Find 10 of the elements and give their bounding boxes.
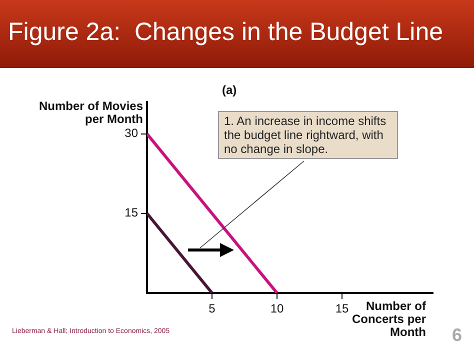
annotation: 1. An increase in income shifts the budget line rightward, with no change in slope. (218, 111, 398, 159)
y-axis-title: Number of Movies per Month (38, 99, 143, 126)
y-tick-label: 30 (124, 126, 138, 140)
chart-title: Figure 2a: Changes in the Budget Line (8, 18, 444, 47)
text: 6 (452, 325, 462, 346)
chart-subtitle: (a) (222, 83, 237, 97)
x-tick-label: 5 (208, 302, 216, 316)
x-axis-title: Number of Concerts per Month (352, 299, 426, 339)
x-tick-label: 10 (270, 302, 284, 316)
x-tick-label: 15 (335, 302, 349, 316)
